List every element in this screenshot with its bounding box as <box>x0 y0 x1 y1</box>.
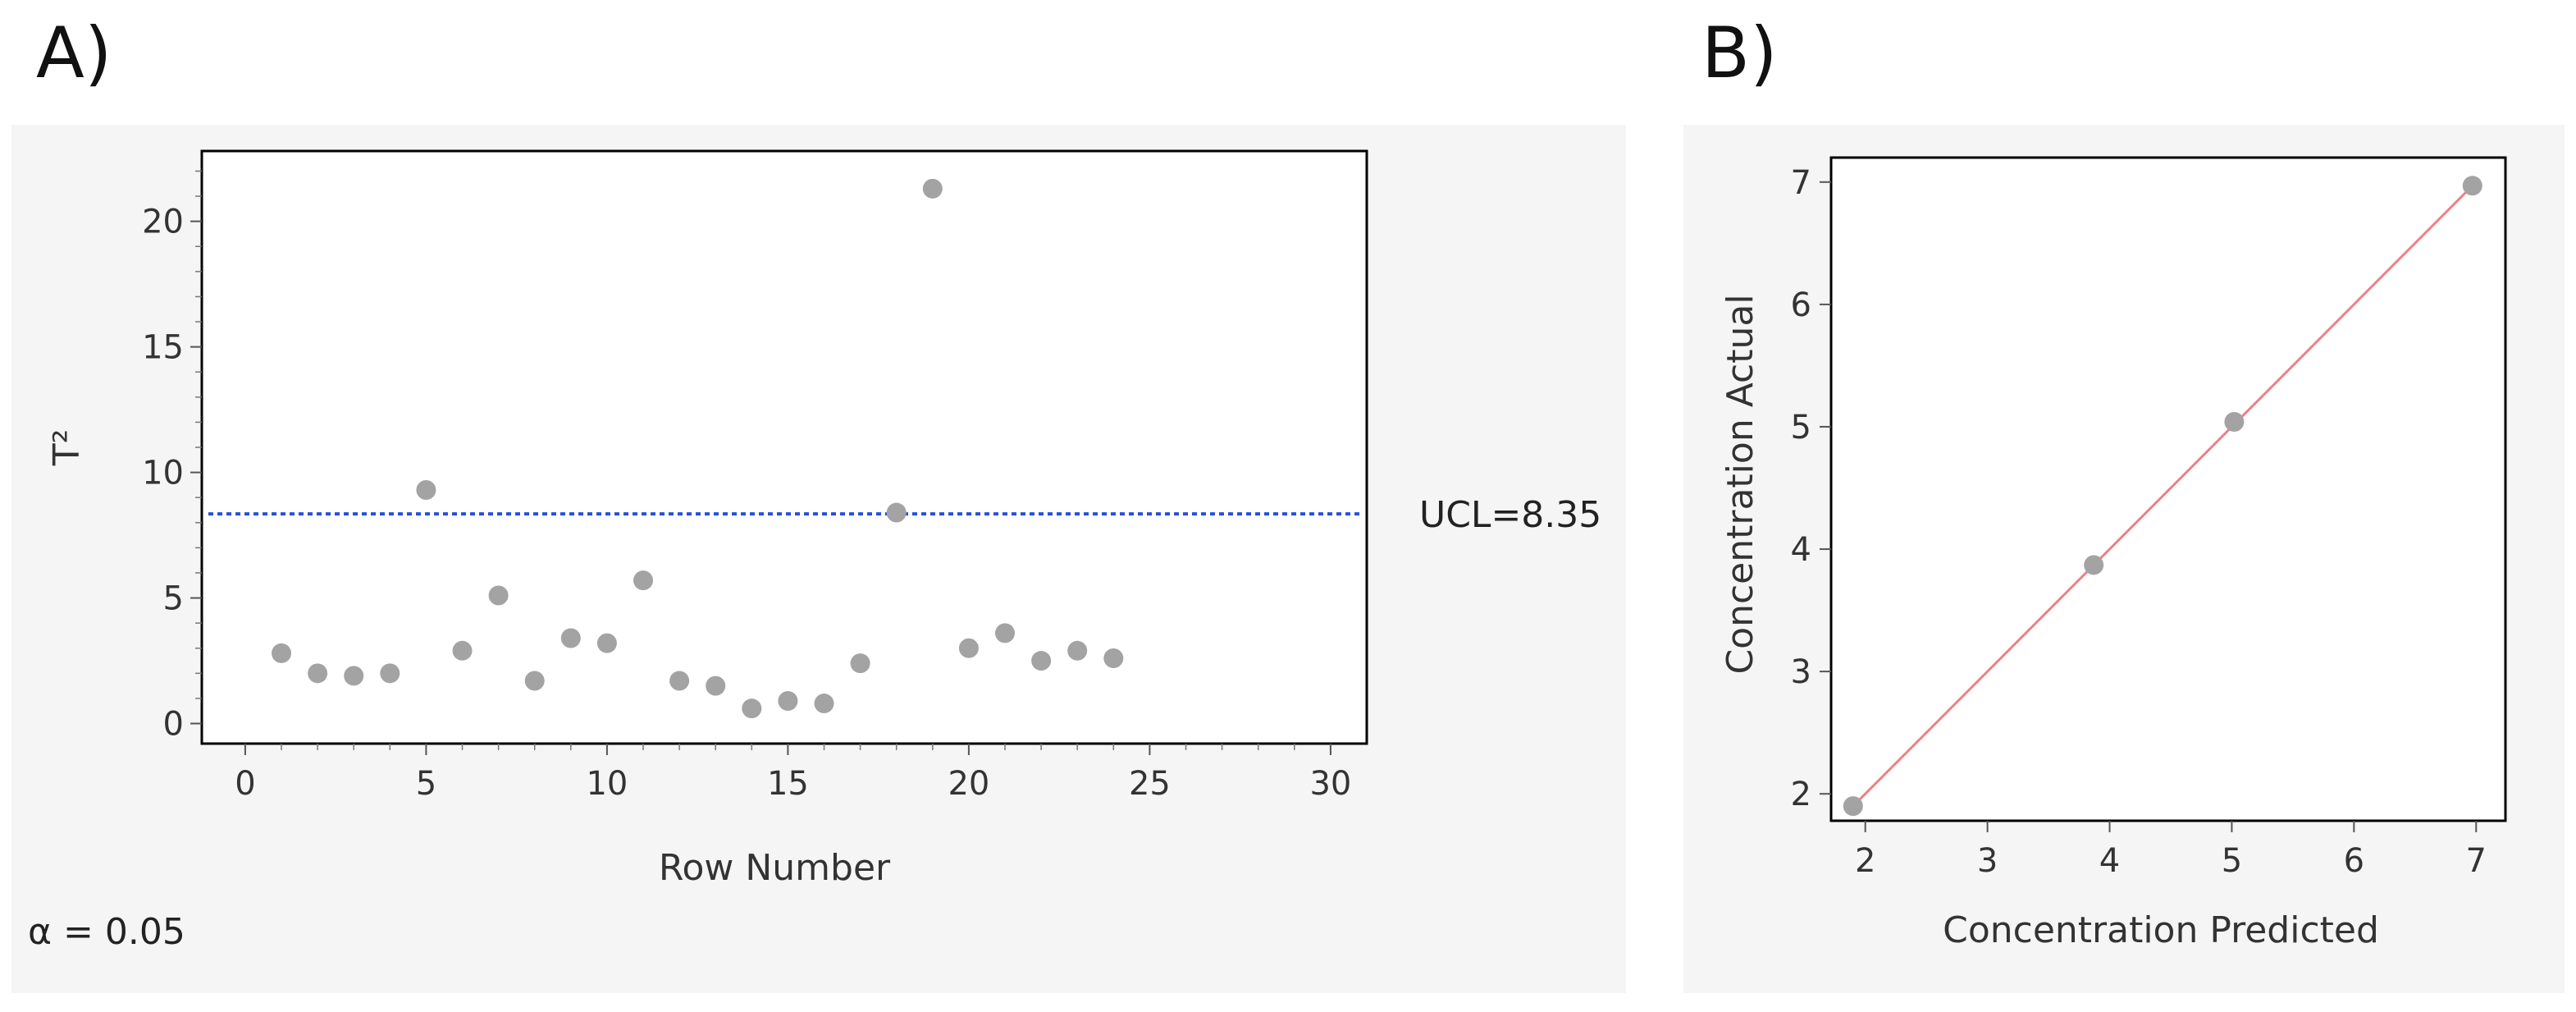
fit-line <box>1852 185 2473 808</box>
y-tick-label: 4 <box>1791 531 1811 569</box>
data-point <box>452 640 473 661</box>
data-point <box>416 480 436 501</box>
chart-b-points <box>1843 176 2482 817</box>
data-point <box>2462 176 2482 196</box>
alpha-annotation: α = 0.05 <box>28 911 185 953</box>
data-point <box>596 633 617 653</box>
ucl-label: UCL=8.35 <box>1419 494 1601 536</box>
chart-b-x-axis-title: Concentration Predicted <box>1943 909 2379 951</box>
data-point <box>850 653 870 674</box>
data-point <box>706 675 726 696</box>
x-tick-label: 5 <box>416 765 436 803</box>
chart-a-x-axis-title: Row Number <box>659 847 891 889</box>
y-tick-label: 0 <box>163 706 184 744</box>
x-tick-label: 4 <box>2099 842 2120 880</box>
y-tick-label: 3 <box>1791 653 1811 691</box>
data-point <box>2084 555 2104 575</box>
data-point <box>1067 640 1088 661</box>
x-tick-label: 2 <box>1855 842 1875 880</box>
data-point <box>1843 796 1863 817</box>
data-point <box>488 585 509 606</box>
y-tick-label: 5 <box>163 580 184 618</box>
chart-b-y-axis-title: Concentration Actual <box>1720 294 1761 674</box>
y-tick-label: 2 <box>1791 776 1811 813</box>
data-point <box>742 698 762 719</box>
x-tick-label: 10 <box>586 765 628 803</box>
data-point <box>814 694 834 714</box>
data-point <box>886 502 907 523</box>
x-tick-label: 20 <box>948 765 989 803</box>
data-point <box>958 638 979 658</box>
chart-a-points <box>272 178 1124 719</box>
chart-a-plot-frame <box>200 149 1368 745</box>
chart-b-x-axis: 2 3 4 5 6 7 <box>1855 821 2487 880</box>
data-point <box>922 178 943 199</box>
x-tick-label: 7 <box>2466 842 2487 880</box>
y-tick-label: 10 <box>142 455 184 492</box>
x-tick-label: 30 <box>1309 765 1351 803</box>
y-tick-label: 7 <box>1791 164 1811 202</box>
y-tick-label: 5 <box>1791 409 1811 446</box>
chart-b-y-axis: 2 3 4 5 6 7 <box>1791 164 1831 813</box>
t2-control-chart: 0 5 10 15 20 0 5 10 15 20 25 30 UCL=8.35 Row Numbe… <box>28 149 1601 953</box>
x-tick-label: 3 <box>1977 842 1998 880</box>
data-point <box>308 663 328 684</box>
x-tick-label: 25 <box>1129 765 1171 803</box>
data-point <box>560 628 581 648</box>
x-tick-label: 15 <box>767 765 809 803</box>
panel-b-label: B) <box>1701 12 1778 94</box>
data-point <box>633 570 654 591</box>
data-point <box>995 623 1016 643</box>
data-point <box>669 671 690 691</box>
data-point <box>2224 412 2245 433</box>
actual-vs-predicted-chart: 2 3 4 5 6 7 2 3 4 5 6 7 Concentration Predicted Co… <box>1720 156 2507 951</box>
data-point <box>1031 651 1052 671</box>
x-tick-label: 5 <box>2222 842 2242 880</box>
data-point <box>380 663 400 684</box>
panel-a-label: A) <box>36 12 112 94</box>
data-point <box>272 643 292 663</box>
x-tick-label: 0 <box>235 765 255 803</box>
x-tick-label: 6 <box>2344 842 2364 880</box>
data-point <box>524 671 545 691</box>
y-tick-label: 20 <box>142 204 184 241</box>
chart-a-y-axis: 0 5 10 15 20 <box>142 170 202 744</box>
y-tick-label: 15 <box>142 329 184 367</box>
chart-a-x-axis: 0 5 10 15 20 25 30 <box>235 744 1351 803</box>
data-point <box>778 690 798 711</box>
y-tick-label: 6 <box>1791 286 1811 324</box>
data-point <box>344 666 364 686</box>
chart-a-y-axis-title: T² <box>46 429 88 467</box>
data-point <box>1103 648 1124 668</box>
